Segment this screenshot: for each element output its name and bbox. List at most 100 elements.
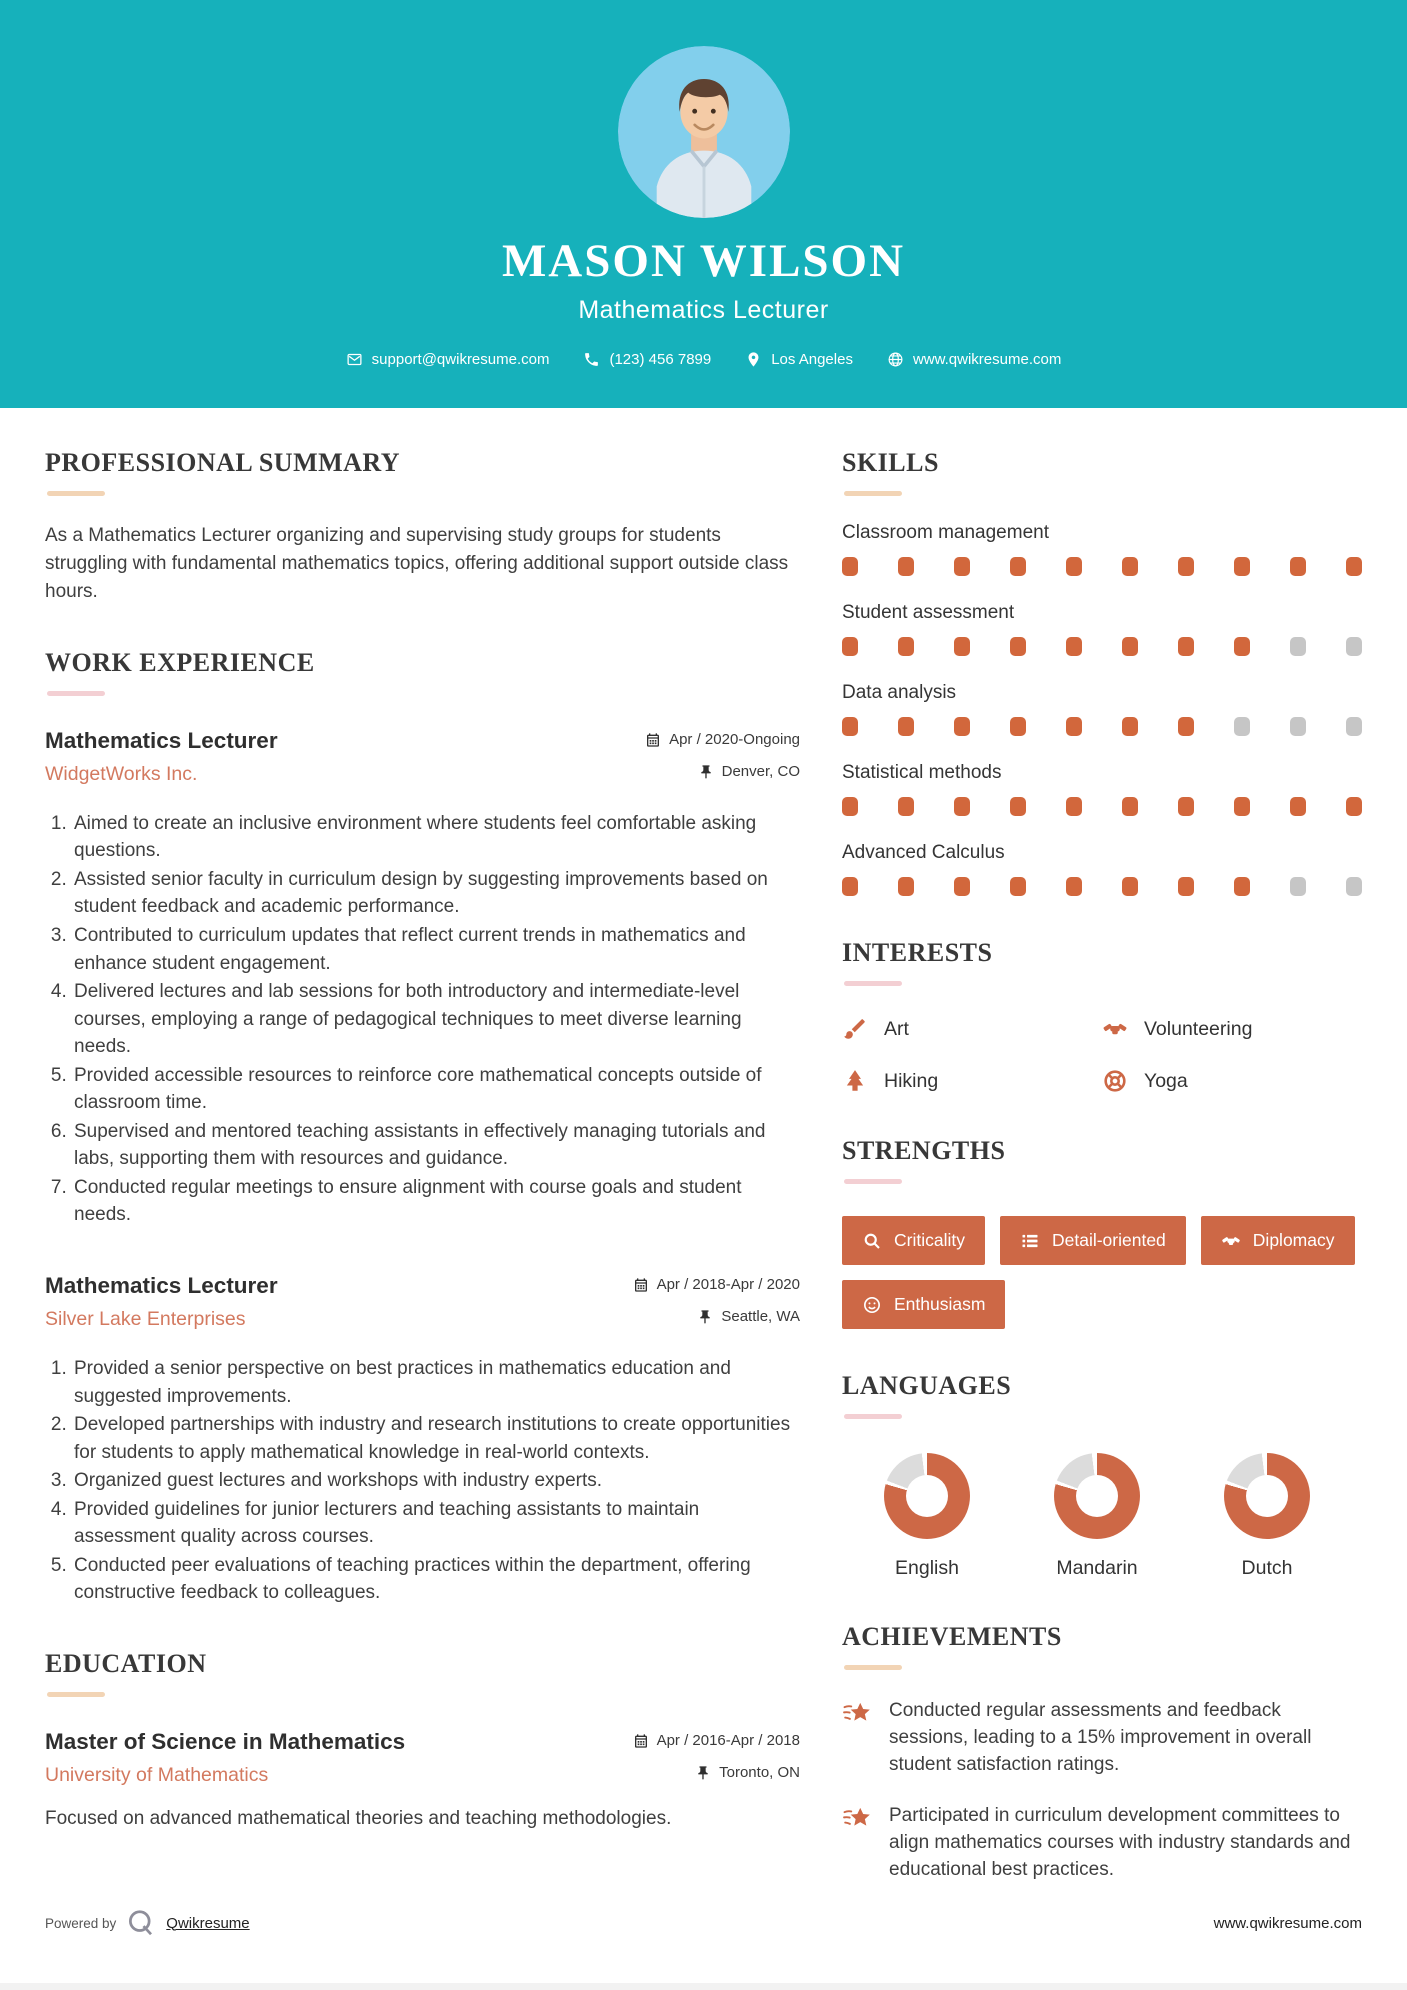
job-title: Mathematics Lecturer <box>45 1272 278 1298</box>
rating-dot-filled <box>1122 717 1138 736</box>
section-strengths: STRENGTHS Criticality Detail-oriented Dipl… <box>842 1136 1362 1329</box>
rating-dot-filled <box>1066 877 1082 896</box>
powered-by-label: Powered by <box>45 1915 117 1931</box>
pushpin-icon <box>698 764 714 780</box>
job-bullet-list: Aimed to create an inclusive environment… <box>45 810 800 1229</box>
skill-item: Statistical methods <box>842 762 1362 816</box>
rating-dot-filled <box>1178 877 1194 896</box>
strength-label: Criticality <box>894 1230 965 1250</box>
achievements-list: Conducted regular assessments and feedba… <box>842 1698 1362 1884</box>
education-dates-text: Apr / 2016-Apr / 2018 <box>656 1732 800 1750</box>
job-bullet: Contributed to curriculum updates that r… <box>72 922 800 977</box>
rating-dot-filled <box>1010 877 1026 896</box>
list-icon <box>1020 1231 1040 1251</box>
language-item: Mandarin <box>1012 1453 1182 1580</box>
calendar-icon <box>633 1733 649 1749</box>
job-bullet: Conducted peer evaluations of teaching p… <box>72 1552 800 1607</box>
rating-dot-filled <box>842 797 858 816</box>
job-bullet: Organized guest lectures and workshops w… <box>72 1467 800 1495</box>
left-column: PROFESSIONAL SUMMARY As a Mathematics Le… <box>45 408 800 1884</box>
job-dates-text: Apr / 2018-Apr / 2020 <box>656 1276 800 1294</box>
content: PROFESSIONAL SUMMARY As a Mathematics Le… <box>0 408 1407 1884</box>
phone-icon <box>583 351 600 368</box>
rating-dot-empty <box>1346 877 1362 896</box>
languages-list: English Mandarin Dutch <box>842 1453 1362 1580</box>
rating-dot-filled <box>1122 877 1138 896</box>
rating-dot-filled <box>1234 557 1250 576</box>
rating-dot-filled <box>898 637 914 656</box>
skills-list: Classroom management Student assessment Da… <box>842 522 1362 896</box>
interests-heading: INTERESTS <box>842 938 993 967</box>
skill-rating <box>842 637 1362 656</box>
profile-photo <box>617 46 790 218</box>
language-item: English <box>842 1453 1012 1580</box>
skill-label: Data analysis <box>842 682 957 703</box>
education-heading: EDUCATION <box>45 1648 207 1678</box>
interest-item: Volunteering <box>1102 1016 1362 1042</box>
job-company: Silver Lake Enterprises <box>45 1307 246 1330</box>
interest-label: Volunteering <box>1144 1017 1253 1040</box>
rating-dot-filled <box>1178 637 1194 656</box>
interest-item: Yoga <box>1102 1068 1362 1094</box>
education-dates: Apr / 2016-Apr / 2018 <box>633 1732 800 1749</box>
strength-chip: Enthusiasm <box>842 1280 1006 1329</box>
rating-dot-filled <box>898 717 914 736</box>
job-location: Denver, CO <box>698 763 800 780</box>
heading-underline <box>844 1179 902 1184</box>
job-location: Seattle, WA <box>697 1308 800 1325</box>
education-description: Focused on advanced mathematical theorie… <box>45 1807 672 1829</box>
handshake-icon <box>1102 1016 1128 1042</box>
rating-dot-filled <box>954 797 970 816</box>
rating-dot-filled <box>898 797 914 816</box>
page-footer: Powered by Qwikresume www.qwikresume.com <box>0 1908 1407 1990</box>
skill-label: Advanced Calculus <box>842 842 1005 863</box>
email-link[interactable]: support@qwikresume.com <box>346 351 550 368</box>
job-entry: Mathematics Lecturer Apr / 2020-Ongoing … <box>45 728 800 1229</box>
education-location-text: Toronto, ON <box>719 1764 800 1782</box>
rating-dot-filled <box>1066 717 1082 736</box>
rating-dot-empty <box>1234 717 1250 736</box>
language-donut-chart <box>1224 1453 1310 1539</box>
location-pin-icon <box>745 351 762 368</box>
section-languages: LANGUAGES English Mandarin Dutch <box>842 1371 1362 1580</box>
strength-chip: Criticality <box>842 1216 985 1265</box>
email-text: support@qwikresume.com <box>371 351 550 368</box>
strength-label: Enthusiasm <box>894 1294 986 1314</box>
rating-dot-filled <box>1346 797 1362 816</box>
skill-item: Advanced Calculus <box>842 842 1362 896</box>
language-label: English <box>895 1557 959 1579</box>
section-work-experience: WORK EXPERIENCE Mathematics Lecturer Apr… <box>45 648 800 1607</box>
phone-link[interactable]: (123) 456 7899 <box>583 351 711 368</box>
skill-item: Classroom management <box>842 522 1362 576</box>
lifebuoy-icon <box>1102 1068 1128 1094</box>
rating-dot-filled <box>1122 797 1138 816</box>
language-label: Mandarin <box>1056 1557 1138 1579</box>
search-icon <box>862 1231 882 1251</box>
qwikresume-link[interactable]: Qwikresume <box>166 1914 250 1932</box>
achievement-item: Conducted regular assessments and feedba… <box>842 1698 1362 1779</box>
rating-dot-filled <box>842 877 858 896</box>
education-entry: Master of Science in Mathematics Apr / 2… <box>45 1729 800 1833</box>
rating-dot-filled <box>1234 637 1250 656</box>
candidate-name: MASON WILSON <box>501 235 906 287</box>
language-donut-chart <box>1054 1453 1140 1539</box>
qwikresume-logo-icon <box>126 1908 156 1938</box>
interest-label: Yoga <box>1144 1069 1188 1092</box>
interest-label: Hiking <box>884 1069 939 1092</box>
footer-website-link[interactable]: www.qwikresume.com <box>1213 1914 1362 1932</box>
job-title: Mathematics Lecturer <box>45 727 278 753</box>
rating-dot-filled <box>1010 557 1026 576</box>
envelope-icon <box>346 351 363 368</box>
school-name: University of Mathematics <box>45 1763 269 1786</box>
website-link[interactable]: www.qwikresume.com <box>887 351 1061 368</box>
strength-label: Diplomacy <box>1252 1230 1335 1250</box>
job-company: WidgetWorks Inc. <box>45 762 198 785</box>
pushpin-icon <box>697 1309 713 1325</box>
rating-dot-empty <box>1346 717 1362 736</box>
rating-dot-filled <box>1234 797 1250 816</box>
rating-dot-filled <box>1010 797 1026 816</box>
rating-dot-filled <box>954 637 970 656</box>
section-professional-summary: PROFESSIONAL SUMMARY As a Mathematics Le… <box>45 448 800 606</box>
rating-dot-empty <box>1290 717 1306 736</box>
star-icon <box>842 1700 874 1727</box>
